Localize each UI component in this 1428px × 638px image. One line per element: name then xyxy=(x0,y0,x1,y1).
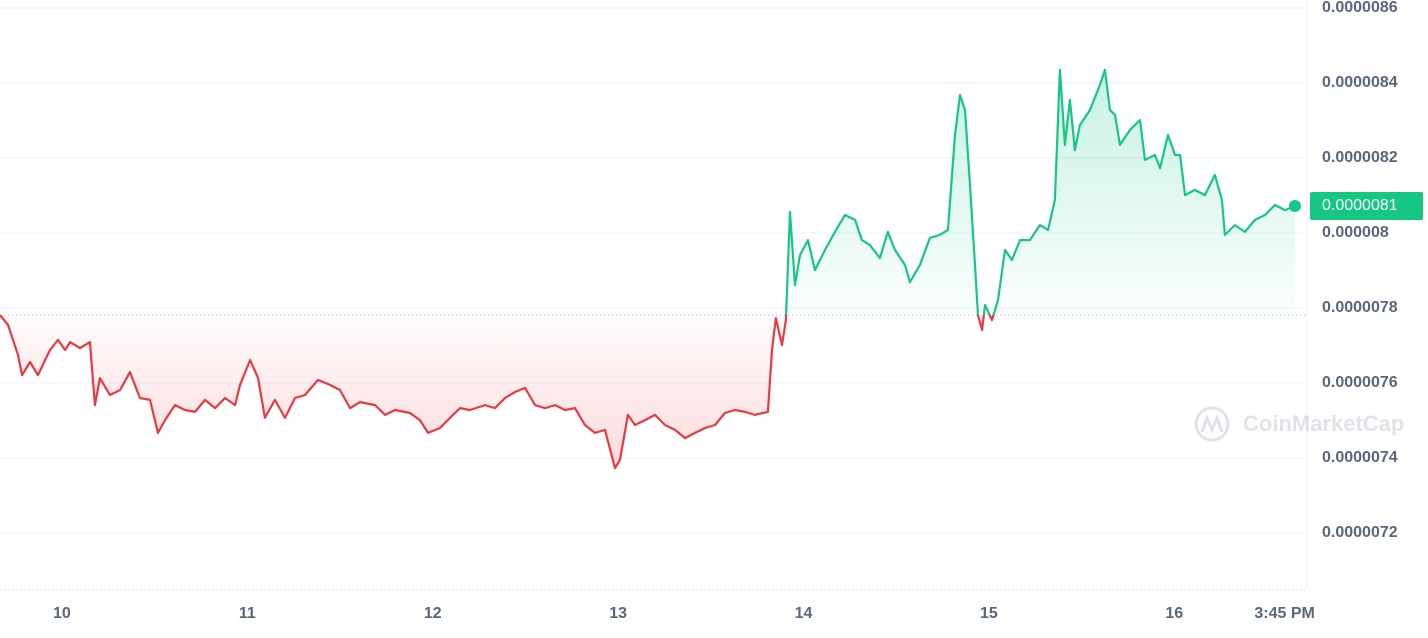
area xyxy=(0,69,1295,469)
watermark: CoinMarketCap xyxy=(1194,406,1404,442)
x-tick-label: 16 xyxy=(1165,605,1183,622)
y-tick-label: 0.0000076 xyxy=(1322,374,1398,391)
y-tick-label: 0.0000084 xyxy=(1322,74,1398,91)
y-tick-label: 0.000008 xyxy=(1322,224,1389,241)
y-tick-label: 0.0000074 xyxy=(1322,449,1398,466)
x-tick-label: 11 xyxy=(239,605,256,622)
price-tag xyxy=(1310,191,1423,220)
y-tick-label: 0.0000082 xyxy=(1322,149,1398,166)
y-tick-label: 0.0000072 xyxy=(1322,524,1398,541)
x-tick-label: 15 xyxy=(980,605,998,622)
price-line xyxy=(0,68,1296,470)
x-tick-label: 10 xyxy=(53,605,71,622)
x-tick-label: 13 xyxy=(609,605,627,622)
x-tick-label: 3:45 PM xyxy=(1254,605,1314,622)
watermark-text: CoinMarketCap xyxy=(1243,411,1404,436)
x-tick-label: 12 xyxy=(424,605,442,622)
last-point xyxy=(1288,199,1301,212)
x-tick-label: 14 xyxy=(795,605,813,622)
price-tag-label: 0.0000081 xyxy=(1322,197,1398,214)
y-tick-label: 0.0000086 xyxy=(1322,0,1398,16)
y-tick-label: 0.0000078 xyxy=(1322,299,1398,316)
